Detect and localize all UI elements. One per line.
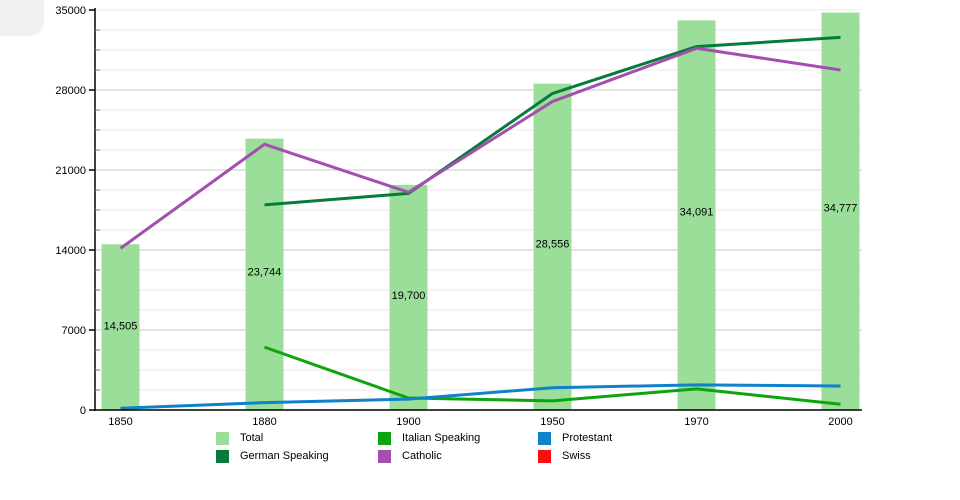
page-corner-artifact <box>0 0 44 36</box>
bar-value-label: 14,505 <box>104 320 138 332</box>
legend-swatch-swiss <box>538 449 551 463</box>
bar-value-label: 19,700 <box>392 290 426 302</box>
legend-item-german-speaking: German Speaking <box>216 447 329 465</box>
y-axis-label: 35000 <box>55 5 86 17</box>
y-axis-label: 14000 <box>55 245 86 257</box>
y-axis-label: 28000 <box>55 85 86 97</box>
y-axis-label: 7000 <box>62 325 86 337</box>
total-bar <box>389 184 428 410</box>
total-bar <box>245 138 284 410</box>
legend-column: Total German Speaking <box>216 429 329 465</box>
legend-swatch-german-speaking <box>216 449 229 463</box>
series-line-italian-speaking <box>264 345 841 406</box>
bar-value-label: 34,777 <box>824 202 858 214</box>
x-axis-label: 1970 <box>684 416 708 428</box>
y-axis-label: 21000 <box>55 165 86 177</box>
legend-item-swiss: Swiss <box>538 447 612 465</box>
legend-label: Catholic <box>402 450 442 462</box>
bar-value-label: 28,556 <box>536 239 570 251</box>
series-line-protestant <box>120 383 841 410</box>
legend-swatch-italian-speaking <box>378 431 391 445</box>
x-axis-label: 1900 <box>396 416 420 428</box>
legend-column: Italian Speaking Catholic <box>378 429 480 465</box>
legend-label: Swiss <box>562 450 591 462</box>
bar-value-label: 34,091 <box>680 206 714 218</box>
series-line-catholic <box>119 46 841 250</box>
legend-label: German Speaking <box>240 450 329 462</box>
total-bar <box>533 83 572 410</box>
x-axis-label: 1850 <box>108 416 132 428</box>
chart-legend: Total German Speaking Italian Speaking Cath… <box>0 429 960 471</box>
legend-item-catholic: Catholic <box>378 447 480 465</box>
legend-column: Protestant Swiss <box>538 429 612 465</box>
x-axis-label: 2000 <box>828 416 852 428</box>
legend-label: Italian Speaking <box>402 432 481 444</box>
bar-value-label: 23,744 <box>248 267 282 279</box>
legend-swatch-total <box>216 431 229 445</box>
y-axis-label: 0 <box>80 405 86 417</box>
series-line-german-speaking <box>264 35 841 207</box>
total-bar <box>677 20 716 410</box>
legend-swatch-catholic <box>378 449 391 463</box>
legend-label: Total <box>240 432 264 444</box>
legend-label: Protestant <box>562 432 613 444</box>
legend-item-total: Total <box>216 429 329 447</box>
x-axis-label: 1880 <box>252 416 276 428</box>
total-bar <box>101 244 140 410</box>
legend-item-protestant: Protestant <box>538 429 612 447</box>
total-bar <box>821 12 860 410</box>
legend-swatch-protestant <box>538 431 551 445</box>
legend-item-italian-speaking: Italian Speaking <box>378 429 480 447</box>
x-axis-label: 1950 <box>540 416 564 428</box>
